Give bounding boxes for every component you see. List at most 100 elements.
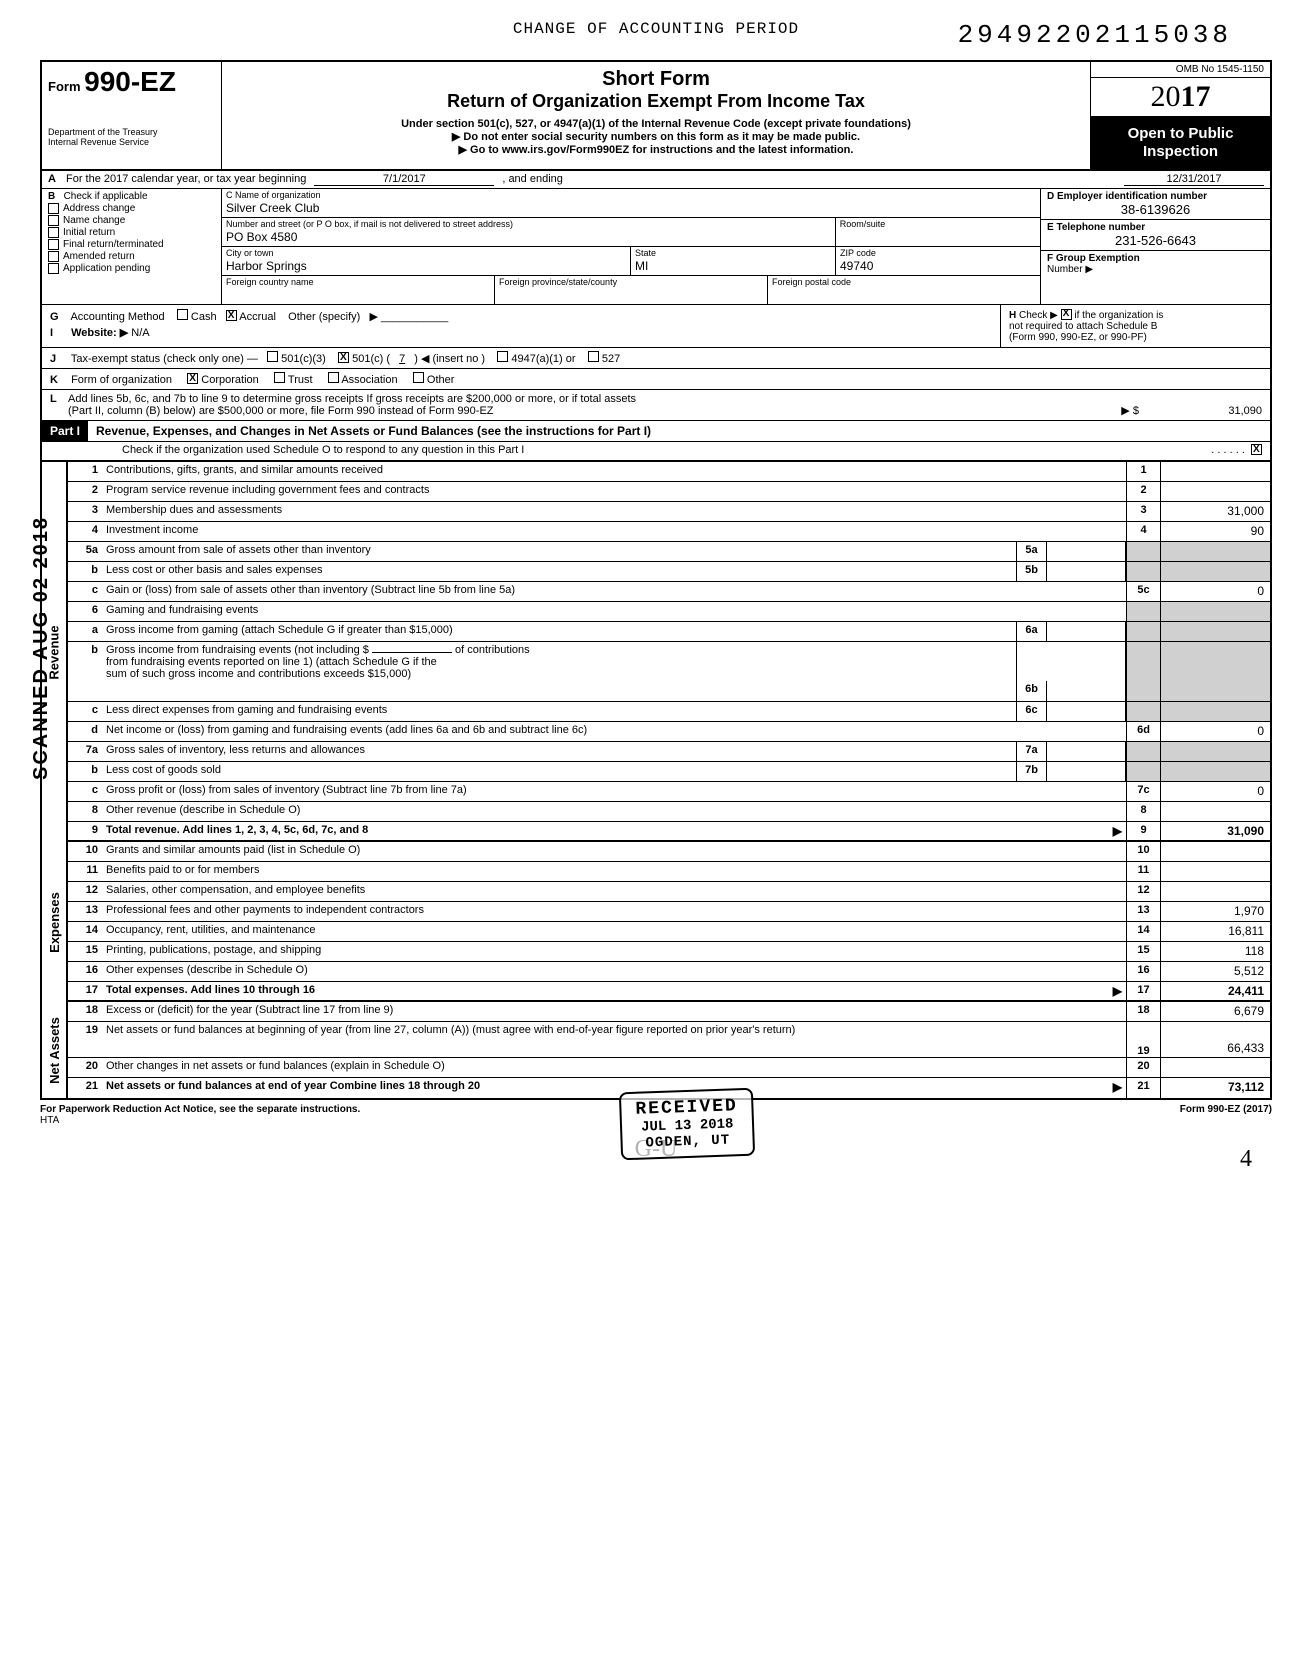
- checkbox-cash[interactable]: [177, 309, 188, 320]
- checkbox-trust[interactable]: [274, 372, 285, 383]
- h-text1: Check ▶: [1019, 310, 1058, 321]
- checkbox-application-pending[interactable]: [48, 263, 59, 274]
- phone-value[interactable]: 231-526-6643: [1047, 233, 1264, 248]
- part-1-header-row: Part I Revenue, Expenses, and Changes in…: [42, 421, 1270, 442]
- d-label: D Employer identification number: [1047, 191, 1264, 202]
- checkbox-corporation[interactable]: [187, 373, 198, 384]
- open-to-public: Open to Public Inspection: [1091, 117, 1270, 169]
- checkbox-final-return[interactable]: [48, 239, 59, 250]
- amt-line-7a[interactable]: [1047, 742, 1125, 761]
- checkbox-initial-return[interactable]: [48, 227, 59, 238]
- amt-line-6d[interactable]: 0: [1160, 722, 1270, 741]
- checkbox-schedule-b[interactable]: [1061, 309, 1072, 320]
- open-public-l1: Open to Public: [1095, 125, 1266, 143]
- i-label: I: [50, 327, 68, 339]
- checkbox-schedule-o-part1[interactable]: [1251, 444, 1262, 455]
- k-assoc: Association: [341, 374, 397, 386]
- j-text: Tax-exempt status (check only one) —: [71, 353, 258, 365]
- checkbox-other-org[interactable]: [413, 372, 424, 383]
- tax-year-begin[interactable]: 7/1/2017: [314, 173, 494, 186]
- amt-line-1[interactable]: [1160, 462, 1270, 481]
- line-l: L Add lines 5b, 6c, and 7b to line 9 to …: [42, 390, 1270, 421]
- amt-line-20[interactable]: [1160, 1058, 1270, 1077]
- amt-line-16[interactable]: 5,512: [1160, 962, 1270, 981]
- amt-line-5c[interactable]: 0: [1160, 582, 1270, 601]
- l-text2: (Part II, column (B) below) are $500,000…: [68, 405, 1121, 417]
- amt-line-8[interactable]: [1160, 802, 1270, 821]
- j-opt3: 4947(a)(1) or: [511, 353, 575, 365]
- checkbox-501c[interactable]: [338, 352, 349, 363]
- c-label: C Name of organization: [222, 189, 1040, 201]
- stamp-location: OGDEN, UT: [636, 1132, 739, 1152]
- checkbox-name-change[interactable]: [48, 215, 59, 226]
- header-left: Form 990-EZ Department of the Treasury I…: [42, 62, 222, 169]
- checkbox-501c3[interactable]: [267, 351, 278, 362]
- state-value[interactable]: MI: [631, 259, 835, 275]
- ein-value[interactable]: 38-6139626: [1047, 202, 1264, 217]
- section-b-checkboxes: B Check if applicable Address change Nam…: [42, 189, 222, 304]
- line-9-desc: Total revenue. Add lines 1, 2, 3, 4, 5c,…: [102, 822, 1126, 840]
- header-sub2: ▶ Do not enter social security numbers o…: [232, 130, 1080, 143]
- org-name[interactable]: Silver Creek Club: [222, 201, 1040, 217]
- amt-line-21[interactable]: 73,112: [1160, 1078, 1270, 1098]
- line-6b-desc: Gross income from fundraising events (no…: [102, 642, 1016, 701]
- checkbox-association[interactable]: [328, 372, 339, 383]
- checkbox-amended-return[interactable]: [48, 251, 59, 262]
- amt-line-11[interactable]: [1160, 862, 1270, 881]
- amt-line-14[interactable]: 16,811: [1160, 922, 1270, 941]
- form-number: Form 990-EZ: [48, 66, 215, 98]
- zip-value[interactable]: 49740: [836, 259, 1040, 275]
- amt-line-17[interactable]: 24,411: [1160, 982, 1270, 1000]
- checkbox-accrual[interactable]: [226, 310, 237, 321]
- website-value[interactable]: N/A: [131, 327, 149, 339]
- amt-line-5a[interactable]: [1047, 542, 1125, 561]
- tax-year: 2017: [1091, 78, 1270, 117]
- j-label: J: [50, 353, 68, 365]
- amt-line-6c[interactable]: [1047, 702, 1125, 721]
- expenses-section: Expenses 10Grants and similar amounts pa…: [42, 842, 1270, 1002]
- tax-year-end[interactable]: 12/31/2017: [1124, 173, 1264, 186]
- g-accrual: Accrual: [239, 311, 276, 323]
- f-label: F Group Exemption: [1047, 253, 1264, 264]
- top-annotations: CHANGE OF ACCOUNTING PERIOD 294922021150…: [40, 20, 1272, 60]
- amt-line-2[interactable]: [1160, 482, 1270, 501]
- amt-line-13[interactable]: 1,970: [1160, 902, 1270, 921]
- opt-amended-return: Amended return: [63, 251, 135, 262]
- amt-line-15[interactable]: 118: [1160, 942, 1270, 961]
- checkbox-527[interactable]: [588, 351, 599, 362]
- header-right: OMB No 1545-1150 2017 Open to Public Ins…: [1090, 62, 1270, 169]
- amt-line-5b[interactable]: [1047, 562, 1125, 581]
- opt-initial-return: Initial return: [63, 227, 115, 238]
- h-label: H: [1009, 310, 1016, 321]
- amt-line-4[interactable]: 90: [1160, 522, 1270, 541]
- part-1-sub: Check if the organization used Schedule …: [42, 442, 1270, 462]
- amt-line-19[interactable]: 66,433: [1160, 1022, 1270, 1057]
- checkbox-address-change[interactable]: [48, 203, 59, 214]
- line-j: J Tax-exempt status (check only one) — 5…: [42, 348, 1270, 369]
- city-value[interactable]: Harbor Springs: [222, 259, 630, 275]
- amt-line-18[interactable]: 6,679: [1160, 1002, 1270, 1021]
- check-if-applicable: Check if applicable: [64, 191, 148, 202]
- foreign-province-label: Foreign province/state/county: [495, 276, 767, 288]
- amt-line-6a[interactable]: [1047, 622, 1125, 641]
- amt-line-10[interactable]: [1160, 842, 1270, 861]
- section-c-org-info: C Name of organization Silver Creek Club…: [222, 189, 1040, 304]
- amt-line-7b[interactable]: [1047, 762, 1125, 781]
- header-middle: Short Form Return of Organization Exempt…: [222, 62, 1090, 169]
- addr-value[interactable]: PO Box 4580: [222, 230, 835, 246]
- amt-line-7c[interactable]: 0: [1160, 782, 1270, 801]
- f-sub: Number ▶: [1047, 264, 1264, 275]
- amt-line-12[interactable]: [1160, 882, 1270, 901]
- checkbox-4947a1[interactable]: [497, 351, 508, 362]
- line-a-mid: , and ending: [502, 173, 563, 186]
- footer-hta: HTA: [40, 1115, 59, 1126]
- section-b-through-f: B Check if applicable Address change Nam…: [42, 189, 1270, 305]
- net-assets-section: Net Assets 18Excess or (deficit) for the…: [42, 1002, 1270, 1098]
- amt-line-3[interactable]: 31,000: [1160, 502, 1270, 521]
- 501c-insert-no[interactable]: 7: [393, 353, 411, 365]
- amt-line-9[interactable]: 31,090: [1160, 822, 1270, 840]
- l-text1: Add lines 5b, 6c, and 7b to line 9 to de…: [68, 393, 1121, 405]
- line-g-h-i: G Accounting Method Cash Accrual Other (…: [42, 305, 1270, 348]
- line-a-text: For the 2017 calendar year, or tax year …: [66, 173, 306, 186]
- gross-receipts-value[interactable]: 31,090: [1142, 405, 1262, 417]
